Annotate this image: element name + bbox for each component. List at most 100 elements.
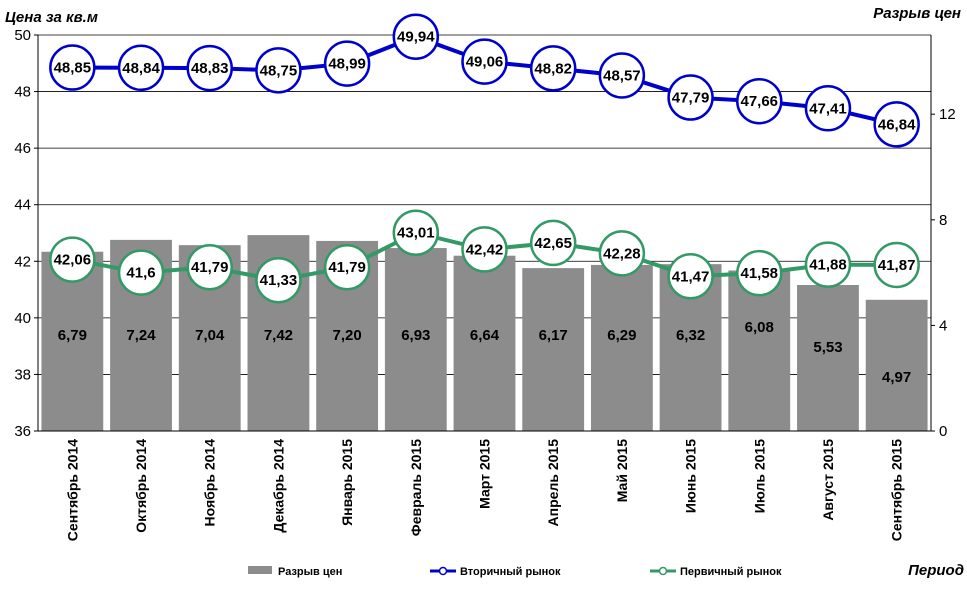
- legend-swatch: [248, 566, 272, 574]
- data-point: [49, 44, 96, 91]
- data-point-label: 49,94: [397, 29, 435, 46]
- left-tick-label: 50: [14, 27, 31, 44]
- legend-item: Разрыв цен: [248, 566, 342, 578]
- legend-marker: [658, 566, 668, 576]
- category-label: Февраль 2015: [408, 439, 424, 536]
- line-markers: 48,85 48,84 48,83 48,75 48,99 49,94 49,06 48,82…: [49, 13, 920, 304]
- data-point-label: 41,33: [260, 272, 298, 289]
- bar-value-label: 6,29: [607, 327, 636, 344]
- category-label: Январь 2015: [339, 439, 355, 526]
- data-point: [529, 219, 577, 267]
- data-point: [598, 230, 646, 277]
- legend: Разрыв цен Вторичный рынок Первичный рынок: [248, 566, 782, 578]
- data-point: [804, 241, 852, 288]
- bar-value-label: 5,53: [813, 339, 842, 356]
- data-point-label: 41,58: [740, 265, 778, 282]
- left-tick-label: 40: [14, 310, 31, 327]
- data-point: [804, 85, 852, 132]
- data-point-label: 48,57: [603, 67, 641, 84]
- category-label: Сентябрь 2014: [64, 439, 80, 541]
- data-point-label: 48,99: [328, 56, 366, 73]
- left-tick-label: 44: [14, 197, 31, 214]
- right-tick-label: 4: [939, 317, 947, 334]
- category-label: Август 2015: [820, 439, 836, 521]
- data-point-label: 41,6: [126, 265, 155, 282]
- data-point-label: 47,66: [740, 93, 778, 110]
- data-point-label: 41,87: [878, 257, 916, 274]
- bar-value-label: 6,32: [676, 327, 705, 344]
- right-tick-label: 8: [939, 212, 947, 229]
- bar-value-label: 6,17: [539, 327, 568, 344]
- data-point-label: 48,83: [191, 60, 229, 77]
- left-tick-label: 38: [14, 366, 31, 383]
- bar-value-label: 4,97: [882, 369, 911, 386]
- category-label: Сентябрь 2015: [889, 439, 905, 541]
- data-point: [736, 249, 783, 297]
- data-point: [186, 44, 233, 92]
- data-point-label: 41,79: [328, 259, 366, 276]
- bar: [384, 248, 447, 431]
- bar: [522, 268, 585, 431]
- data-point-label: 43,01: [397, 225, 435, 242]
- bar-labels: 6,79 7,24 7,04 7,42 7,20 6,93 6,64 6,17 6,29 6,32…: [58, 319, 912, 386]
- left-tick-label: 42: [14, 253, 31, 270]
- category-label: Ноябрь 2014: [202, 439, 218, 527]
- right-axis-title: Разрыв цен: [873, 5, 961, 22]
- category-labels: Сентябрь 2014 Октябрь 2014 Ноябрь 2014 Дека…: [64, 439, 904, 541]
- data-point-label: 48,85: [54, 60, 92, 77]
- data-point: [461, 226, 508, 273]
- data-point-label: 41,88: [809, 257, 847, 274]
- legend-label: Разрыв цен: [278, 566, 342, 578]
- legend-label: Вторичный рынок: [460, 566, 561, 578]
- bar-value-label: 7,04: [195, 327, 225, 344]
- data-point-label: 48,75: [260, 62, 298, 79]
- category-label: Декабрь 2014: [270, 439, 286, 533]
- bar-value-label: 6,08: [745, 319, 774, 336]
- data-point: [461, 38, 508, 85]
- data-point-label: 47,41: [809, 100, 847, 117]
- left-tick-label: 36: [14, 423, 31, 440]
- right-axis-ticks: 0 4 8 12: [931, 106, 956, 440]
- left-tick-label: 46: [14, 140, 31, 157]
- data-point: [736, 77, 783, 125]
- data-point-label: 42,65: [534, 235, 572, 252]
- data-point: [323, 40, 371, 87]
- data-point: [667, 253, 714, 300]
- bar: [797, 285, 859, 431]
- data-point: [255, 256, 302, 304]
- bar: [865, 299, 928, 431]
- right-tick-label: 0: [939, 423, 947, 440]
- data-point-label: 46,84: [878, 116, 916, 133]
- data-point: [117, 44, 165, 92]
- legend-label: Первичный рынок: [680, 566, 782, 578]
- bar-value-label: 7,20: [333, 327, 362, 344]
- data-point-label: 41,79: [191, 259, 229, 276]
- legend-marker: [438, 566, 448, 576]
- data-point: [529, 45, 577, 92]
- data-point: [117, 249, 165, 296]
- data-point: [323, 243, 371, 291]
- data-point-label: 47,79: [672, 90, 710, 107]
- right-tick-label: 12: [939, 106, 956, 123]
- data-point: [873, 101, 920, 148]
- data-point: [392, 209, 440, 256]
- bar: [728, 270, 791, 431]
- data-point: [186, 243, 233, 291]
- left-axis-ticks: 36 38 40 42 44 46 48 50: [14, 27, 38, 440]
- bar-value-label: 7,24: [126, 327, 156, 344]
- category-label: Июль 2015: [751, 439, 767, 513]
- data-point-label: 49,06: [466, 54, 504, 71]
- data-point: [49, 236, 96, 283]
- data-point: [873, 241, 920, 289]
- legend-item: Первичный рынок: [650, 566, 782, 578]
- category-label: Март 2015: [477, 439, 493, 509]
- data-point-label: 48,82: [534, 60, 572, 77]
- data-point: [255, 47, 302, 94]
- category-label: Июнь 2015: [683, 439, 699, 513]
- data-point-label: 41,47: [672, 268, 710, 285]
- data-point-label: 42,28: [603, 245, 641, 262]
- category-label: Май 2015: [614, 439, 630, 502]
- data-point: [598, 52, 646, 99]
- left-tick-label: 48: [14, 84, 31, 101]
